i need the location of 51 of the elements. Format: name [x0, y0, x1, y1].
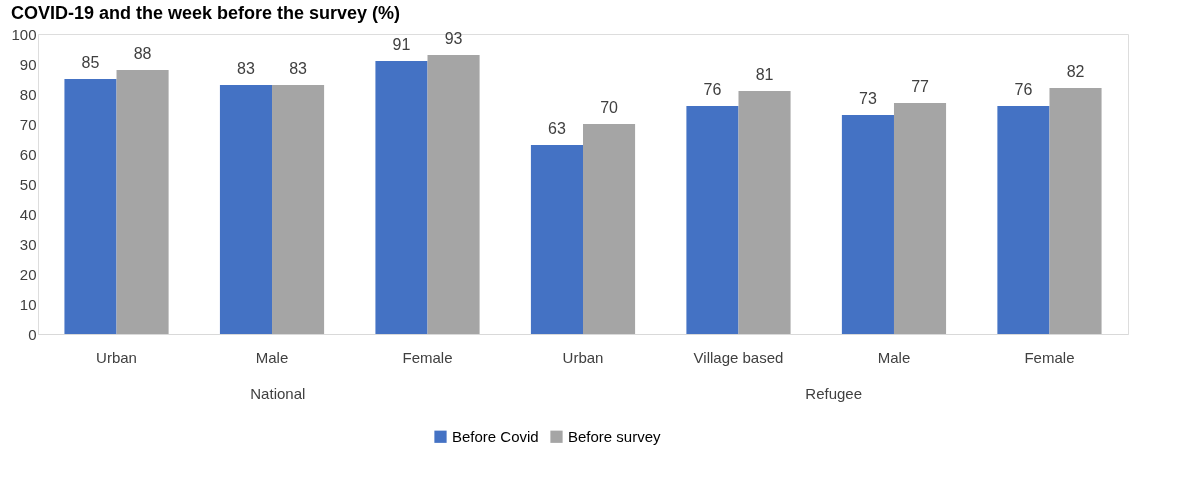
legend-label: Before Covid: [452, 427, 539, 445]
data-label: 85: [81, 54, 100, 71]
y-tick-label: 90: [19, 55, 37, 73]
bar: [64, 79, 117, 334]
data-label: 93: [444, 30, 463, 47]
data-label: 73: [859, 90, 877, 107]
x-tick-label: Village based: [693, 348, 784, 366]
bar: [272, 85, 325, 334]
bar: [1049, 88, 1102, 334]
y-tick-label: 100: [11, 25, 37, 43]
y-tick-label: 40: [19, 205, 37, 223]
bar: [583, 124, 636, 334]
x-tick-label: Urban: [562, 348, 604, 366]
y-tick-label: 50: [19, 175, 37, 193]
legend-label: Before survey: [568, 427, 662, 445]
y-tick-label: 10: [19, 295, 37, 313]
text: Refugee: [805, 385, 863, 402]
bar: [375, 61, 428, 334]
data-label: 70: [600, 99, 619, 116]
chart-title: COVID-19 and the week before the survey (%): [10, 3, 401, 23]
data-label: 83: [237, 60, 255, 77]
bar: [219, 85, 273, 334]
x-tick-label: Female: [1024, 348, 1075, 366]
bar: [738, 91, 791, 334]
bar: [893, 103, 947, 334]
x-tick-label: Female: [402, 348, 453, 366]
bar: [997, 106, 1050, 334]
y-tick-label: 80: [19, 85, 37, 103]
data-label: 83: [289, 60, 308, 77]
x-tick-label: Male: [255, 348, 289, 366]
text: National: [250, 385, 306, 402]
x-tick-label: Urban: [96, 348, 137, 366]
data-label: 77: [911, 78, 930, 95]
y-tick-label: 0: [28, 325, 37, 343]
data-label: 63: [548, 120, 566, 137]
data-label: 91: [392, 36, 411, 53]
y-tick-label: 60: [19, 145, 37, 163]
bar: [427, 55, 480, 334]
data-label: 82: [1066, 63, 1085, 80]
data-label: 88: [133, 45, 152, 62]
y-tick-label: 20: [19, 265, 37, 283]
y-tick-label: 70: [19, 115, 37, 133]
data-label: 76: [703, 81, 722, 98]
data-label: 76: [1014, 81, 1033, 98]
bar: [841, 115, 894, 334]
y-tick-label: 30: [19, 235, 37, 253]
bar: [116, 70, 169, 334]
data-label: 81: [755, 66, 774, 83]
x-tick-label: Male: [877, 348, 911, 366]
bar: [530, 145, 583, 334]
bar: [686, 106, 739, 334]
